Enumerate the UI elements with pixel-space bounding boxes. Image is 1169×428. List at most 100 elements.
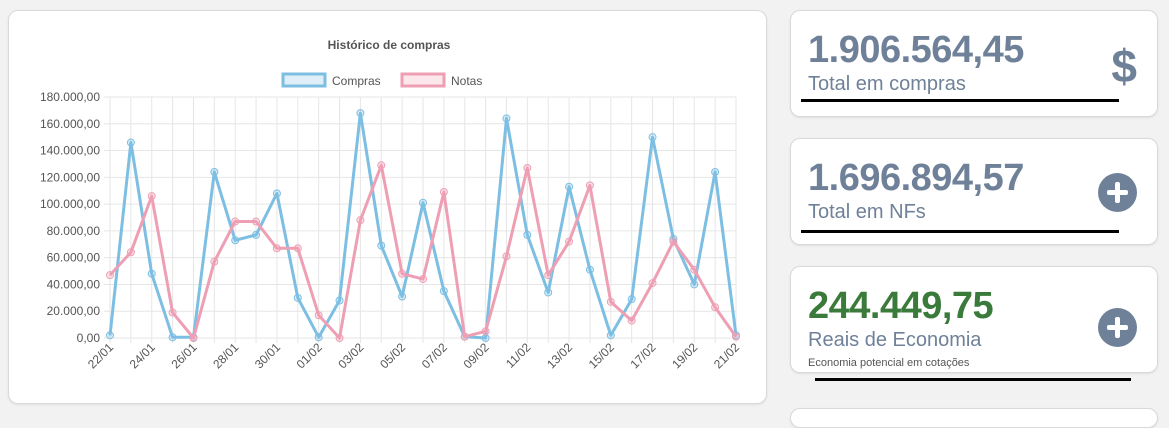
y-tick-label: 120.000,00 (40, 170, 100, 184)
legend-label: Compras (332, 74, 381, 88)
data-point-notas (439, 188, 448, 197)
data-point-notas (398, 269, 407, 278)
data-point-notas (544, 271, 553, 280)
data-point-notas (210, 257, 219, 266)
data-point-notas (460, 332, 469, 341)
legend-swatch (281, 72, 327, 88)
data-point-compras (502, 114, 511, 123)
data-point-notas (669, 237, 678, 246)
data-point-compras (168, 333, 177, 342)
total-nfs-value: 1.696.894,57 (808, 157, 1024, 199)
underline-mark (801, 99, 1119, 102)
data-point-notas (711, 303, 720, 312)
data-point-notas (126, 248, 135, 257)
data-point-notas (252, 217, 261, 226)
x-tick-label: 03/02 (335, 340, 366, 371)
data-point-compras (126, 138, 135, 147)
data-point-compras (544, 288, 553, 297)
data-point-compras (690, 280, 699, 289)
data-point-compras (377, 241, 386, 250)
data-point-notas (502, 252, 511, 261)
data-point-compras (439, 287, 448, 296)
data-point-compras (293, 293, 302, 302)
data-point-compras (627, 295, 636, 304)
y-tick-label: 60.000,00 (47, 251, 101, 265)
y-tick-label: 100.000,00 (40, 197, 100, 211)
x-tick-label: 19/02 (669, 340, 700, 371)
x-tick-label: 17/02 (628, 340, 659, 371)
data-point-notas (356, 216, 365, 225)
x-tick-label: 28/01 (210, 340, 241, 371)
data-point-notas (565, 237, 574, 246)
total-purchases-value: 1.906.564,45 (808, 29, 1024, 71)
data-point-notas (272, 244, 281, 253)
data-point-notas (314, 311, 323, 320)
data-point-notas (231, 217, 240, 226)
total-purchases-card: 1.906.564,45 Total em compras $ (790, 10, 1158, 117)
legend-swatch (400, 72, 446, 88)
data-point-compras (648, 133, 657, 142)
savings-subtitle: Economia potencial em cotações (808, 357, 970, 369)
data-point-notas (606, 297, 615, 306)
data-point-compras (106, 331, 114, 340)
y-tick-label: 0,00 (77, 331, 101, 345)
data-point-notas (627, 316, 636, 325)
chart-title: Histórico de compras (328, 38, 451, 52)
data-point-compras (147, 269, 156, 278)
x-tick-label: 11/02 (503, 340, 534, 371)
data-point-compras (252, 230, 261, 239)
x-tick-label: 26/01 (168, 340, 199, 371)
total-purchases-label: Total em compras (808, 73, 966, 95)
data-point-notas (585, 181, 594, 190)
y-tick-label: 20.000,00 (47, 304, 101, 318)
total-nfs-label: Total em NFs (808, 201, 926, 223)
y-tick-label: 180.000,00 (40, 90, 100, 104)
data-point-compras (314, 333, 323, 342)
savings-label: Reais de Economia (808, 329, 982, 351)
x-tick-label: 21/02 (711, 340, 742, 371)
data-point-notas (335, 334, 344, 342)
data-point-notas (419, 275, 427, 284)
data-point-notas (523, 163, 532, 172)
x-tick-label: 13/02 (544, 340, 575, 371)
data-point-notas (106, 271, 114, 280)
legend-label: Notas (451, 74, 482, 88)
total-nfs-card: 1.696.894,57 Total em NFs (790, 138, 1158, 245)
x-tick-label: 15/02 (586, 340, 617, 371)
x-tick-label: 05/02 (377, 340, 408, 371)
data-point-compras (481, 334, 490, 342)
data-point-compras (606, 331, 615, 340)
data-point-compras (711, 167, 720, 176)
x-tick-label: 24/01 (127, 340, 158, 371)
data-point-compras (272, 189, 281, 198)
data-point-compras (565, 182, 574, 191)
series-line-notas (108, 163, 738, 340)
data-point-compras (398, 292, 407, 301)
y-tick-label: 160.000,00 (40, 117, 100, 131)
data-point-compras (335, 296, 344, 305)
data-point-notas (147, 192, 156, 201)
plus-circle-icon[interactable] (1098, 173, 1137, 212)
x-tick-label: 09/02 (461, 340, 492, 371)
data-point-compras (231, 236, 240, 245)
y-tick-label: 80.000,00 (47, 224, 101, 238)
savings-card: 244.449,75 Reais de Economia Economia po… (790, 266, 1158, 381)
underline-mark (815, 378, 1131, 381)
x-tick-label: 30/01 (252, 340, 283, 371)
data-point-notas (690, 265, 699, 274)
x-tick-label: 07/02 (419, 340, 450, 371)
series-line-compras (108, 111, 738, 340)
data-point-notas (168, 308, 177, 317)
y-tick-label: 40.000,00 (47, 277, 101, 291)
next-card (790, 408, 1158, 428)
data-point-compras (585, 265, 594, 274)
savings-value: 244.449,75 (808, 285, 994, 327)
data-point-compras (419, 198, 427, 207)
y-tick-label: 140.000,00 (40, 144, 100, 158)
data-point-notas (732, 332, 740, 341)
data-point-compras (356, 109, 365, 118)
data-point-compras (210, 167, 219, 176)
plus-circle-icon[interactable] (1098, 308, 1137, 347)
data-point-notas (481, 327, 490, 336)
purchase-history-chart: Histórico de compras Compras Notas 0,00 20.0… (40, 38, 742, 371)
